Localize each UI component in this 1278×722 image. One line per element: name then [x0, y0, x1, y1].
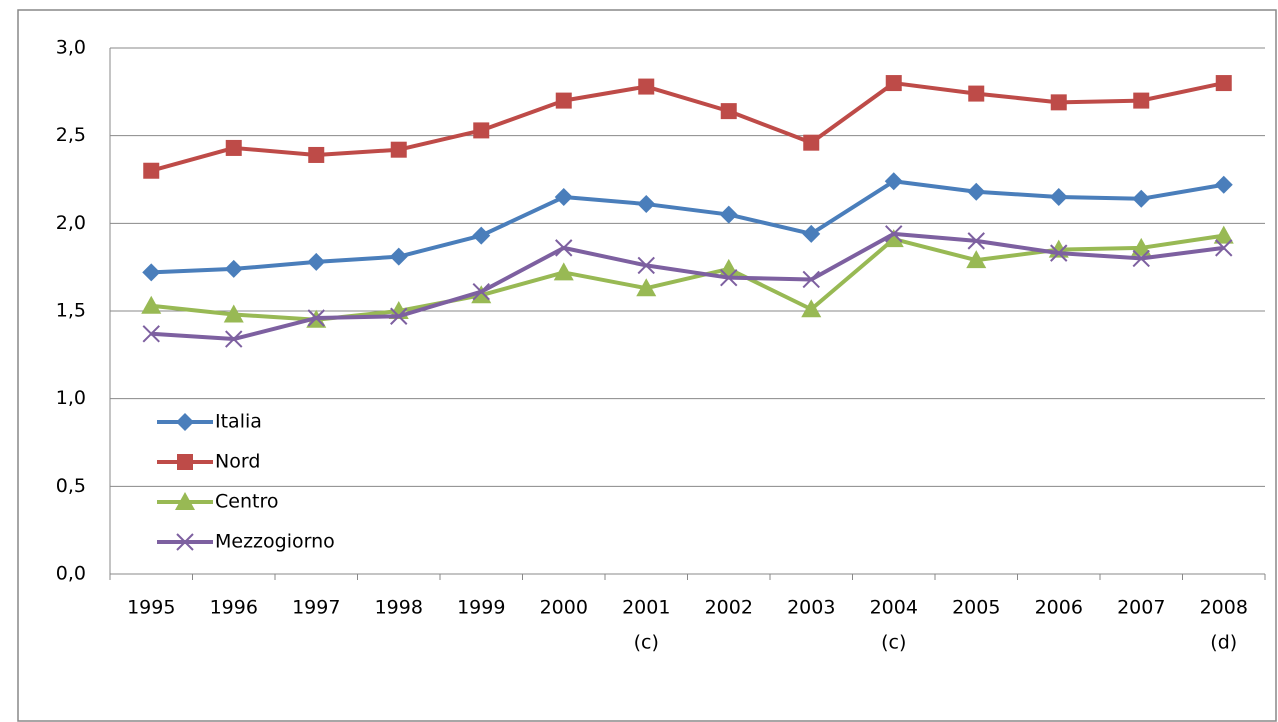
marker — [225, 139, 242, 156]
marker — [389, 247, 408, 266]
marker — [471, 285, 492, 304]
x-tick-note: (d) — [1210, 632, 1237, 654]
marker — [1050, 244, 1068, 262]
x-tick-note: (c) — [634, 632, 659, 654]
x-tick-label: 1995 — [127, 597, 175, 619]
marker — [637, 256, 655, 275]
marker — [307, 252, 326, 271]
marker — [1049, 188, 1068, 207]
y-tick-label: 0,5 — [56, 475, 86, 497]
marker — [1215, 75, 1232, 92]
marker — [720, 103, 737, 120]
x-tick-label: 2008 — [1200, 597, 1248, 619]
marker — [802, 224, 821, 243]
y-tick-label: 3,0 — [56, 37, 86, 59]
marker — [966, 250, 987, 269]
marker — [177, 454, 193, 470]
marker — [1132, 189, 1151, 208]
marker — [224, 259, 243, 278]
legend-label: Italia — [215, 411, 262, 433]
x-tick-label: 2001 — [622, 597, 670, 619]
marker — [555, 239, 573, 257]
marker — [142, 263, 161, 282]
x-tick-note: (c) — [881, 632, 906, 654]
marker — [390, 141, 407, 158]
marker — [472, 226, 491, 245]
x-tick-label: 2006 — [1035, 597, 1083, 619]
marker — [802, 270, 820, 289]
series-line — [151, 231, 1225, 342]
marker — [390, 307, 408, 325]
x-tick-label: 2007 — [1117, 597, 1165, 619]
x-tick-label: 2005 — [952, 597, 1000, 619]
marker — [141, 295, 162, 314]
marker — [142, 325, 160, 343]
y-tick-label: 2,5 — [56, 124, 86, 146]
marker — [803, 134, 820, 151]
marker — [636, 278, 657, 297]
marker — [883, 229, 904, 248]
x-tick-label: 2002 — [705, 597, 753, 619]
marker — [637, 195, 656, 214]
y-tick-label: 1,5 — [56, 300, 86, 322]
marker — [223, 304, 244, 323]
x-tick-label: 1997 — [292, 597, 340, 619]
marker — [1214, 175, 1233, 194]
marker — [1050, 94, 1067, 111]
marker — [1215, 239, 1233, 257]
marker — [968, 85, 985, 102]
marker — [143, 162, 160, 179]
marker — [1131, 237, 1152, 256]
marker — [638, 78, 655, 95]
legend-label: Mezzogiorno — [215, 531, 335, 553]
marker — [1213, 225, 1234, 244]
marker — [884, 172, 903, 191]
marker — [554, 188, 573, 207]
marker — [176, 413, 194, 431]
marker — [553, 262, 574, 281]
marker — [175, 492, 195, 510]
marker — [720, 268, 738, 287]
marker — [801, 299, 822, 318]
chart-frame — [17, 9, 1277, 722]
y-tick-label: 2,0 — [56, 212, 86, 234]
marker — [719, 205, 738, 224]
legend-label: Nord — [215, 451, 260, 473]
series-line — [151, 179, 1225, 275]
y-tick-label: 0,0 — [56, 563, 86, 585]
marker — [885, 225, 903, 243]
legend-label: Centro — [215, 491, 278, 513]
marker — [176, 533, 194, 551]
marker — [225, 330, 243, 348]
marker — [308, 146, 325, 163]
x-tick-label: 1996 — [210, 597, 258, 619]
marker — [1133, 92, 1150, 109]
x-tick-label: 1999 — [457, 597, 505, 619]
x-tick-label: 2003 — [787, 597, 835, 619]
x-tick-label: 1998 — [375, 597, 423, 619]
marker — [472, 283, 490, 301]
marker — [473, 122, 490, 139]
x-tick-label: 2000 — [540, 597, 588, 619]
y-tick-label: 1,0 — [56, 387, 86, 409]
marker — [1132, 249, 1150, 268]
marker — [967, 232, 985, 250]
marker — [307, 309, 325, 327]
series-line — [150, 81, 1225, 173]
marker — [555, 92, 572, 109]
marker — [885, 75, 902, 92]
x-tick-label: 2004 — [870, 597, 918, 619]
marker — [967, 182, 986, 201]
